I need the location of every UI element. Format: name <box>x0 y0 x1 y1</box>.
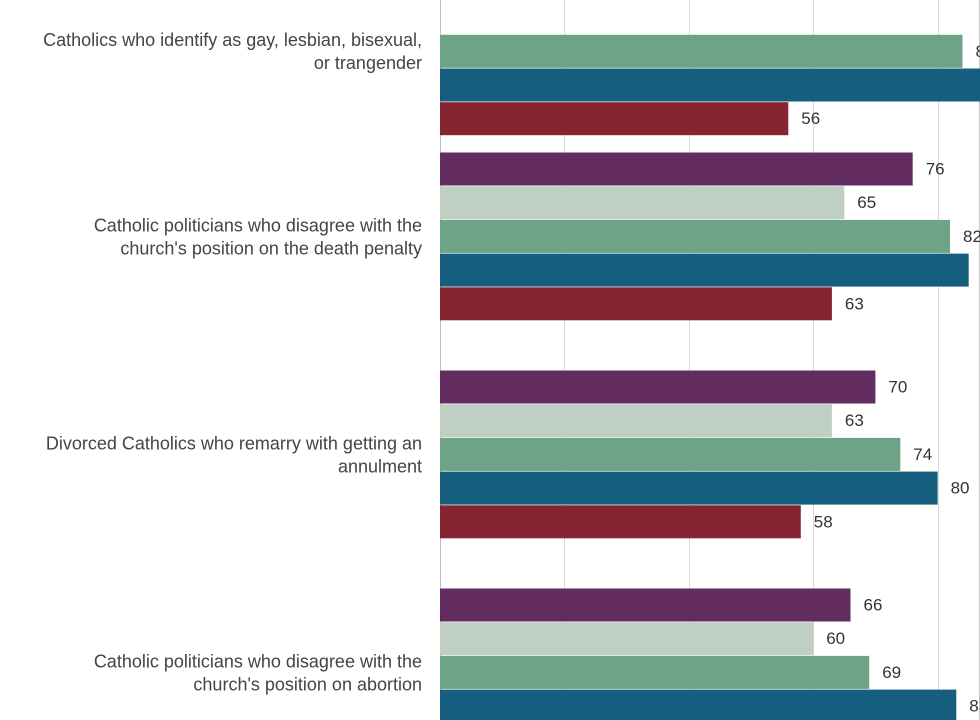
value-label-group4-series3: 69 <box>882 663 901 682</box>
bar-group4-series1 <box>440 588 851 622</box>
value-label-group2-series2: 65 <box>857 193 876 212</box>
value-label-group3-series1: 70 <box>888 378 907 397</box>
bar-group3-series2 <box>440 404 832 438</box>
category-label-3-line-1: Divorced Catholics who remarry with gett… <box>46 433 422 453</box>
value-label-group4-series1: 66 <box>864 596 883 615</box>
value-label-group3-series2: 63 <box>845 411 864 430</box>
bar-group4-series4 <box>440 689 957 720</box>
bar-group1-series4 <box>440 68 980 102</box>
bar-group3-series1 <box>440 370 876 404</box>
category-labels: Catholics who identify as gay, lesbian, … <box>43 30 422 694</box>
value-label-group2-series5: 63 <box>845 294 864 313</box>
value-label-group1-series5: 56 <box>801 109 820 128</box>
bar-group4-series3 <box>440 655 870 689</box>
value-label-group3-series5: 58 <box>814 512 833 531</box>
bar-group3-series3 <box>440 437 901 471</box>
value-labels: 8493567665828563706374805866606983 <box>801 42 980 716</box>
value-label-group4-series2: 60 <box>826 629 845 648</box>
bar-group1-series5 <box>440 102 789 136</box>
value-label-group3-series3: 74 <box>913 445 932 464</box>
value-label-group2-series3: 82 <box>963 227 980 246</box>
category-label-1-line-1: Catholics who identify as gay, lesbian, … <box>43 30 422 50</box>
bar-group2-series1 <box>440 152 913 186</box>
category-label-2-line-1: Catholic politicians who disagree with t… <box>94 215 422 235</box>
category-label-4-line-1: Catholic politicians who disagree with t… <box>94 651 422 671</box>
bar-group3-series5 <box>440 505 801 539</box>
bar-group2-series4 <box>440 253 969 287</box>
value-label-group4-series4: 83 <box>969 697 980 716</box>
bar-group2-series2 <box>440 186 845 220</box>
category-label-2-line-2: church's position on the death penalty <box>120 238 422 258</box>
bar-group2-series3 <box>440 219 950 253</box>
value-label-group1-series3: 84 <box>976 42 980 61</box>
category-label-1-line-2: or trangender <box>314 53 422 73</box>
category-label-3-line-2: annulment <box>338 456 422 476</box>
bar-group1-series3 <box>440 34 963 68</box>
value-label-group2-series1: 76 <box>926 160 945 179</box>
bar-group2-series5 <box>440 287 832 321</box>
bar-group4-series2 <box>440 622 814 656</box>
value-label-group3-series4: 80 <box>951 479 970 498</box>
bars <box>440 34 980 720</box>
bar-group3-series4 <box>440 471 938 505</box>
category-label-4-line-2: church's position on abortion <box>193 674 422 694</box>
